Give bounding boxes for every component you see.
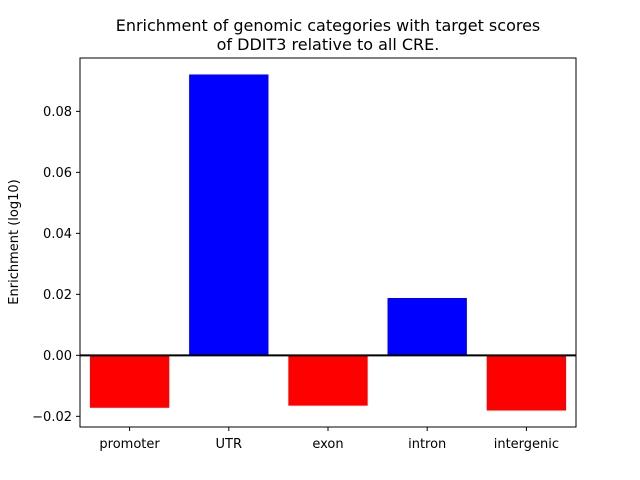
chart-title: Enrichment of genomic categories with ta… xyxy=(116,16,541,54)
bar-UTR xyxy=(189,74,269,356)
y-tick-label: −0.02 xyxy=(32,410,72,425)
bar-intergenic xyxy=(486,355,567,411)
x-tick-label: intergenic xyxy=(494,437,559,452)
bar-promoter xyxy=(89,355,170,408)
y-tick-label: 0.00 xyxy=(43,349,72,364)
x-tick-label: UTR xyxy=(216,437,243,452)
chart-title-line-1: Enrichment of genomic categories with ta… xyxy=(116,16,541,35)
y-tick-label: 0.06 xyxy=(43,166,72,181)
y-axis: −0.02 0.00 0.02 0.04 0.06 0.08 xyxy=(32,105,80,425)
chart-title-line-2: of DDIT3 relative to all CRE. xyxy=(217,35,440,54)
y-tick-label: 0.04 xyxy=(43,227,72,242)
y-tick-label: 0.08 xyxy=(43,105,72,120)
y-axis-label: Enrichment (log10) xyxy=(7,179,22,304)
x-tick-label: exon xyxy=(312,437,343,452)
bar-group xyxy=(89,74,567,411)
y-tick-label: 0.02 xyxy=(43,288,72,303)
x-tick-label: promoter xyxy=(99,437,160,452)
bar-exon xyxy=(288,355,368,406)
x-tick-label: intron xyxy=(408,437,446,452)
bar-intron xyxy=(387,298,467,356)
x-axis: promoter UTR exon intron intergenic xyxy=(99,427,559,452)
